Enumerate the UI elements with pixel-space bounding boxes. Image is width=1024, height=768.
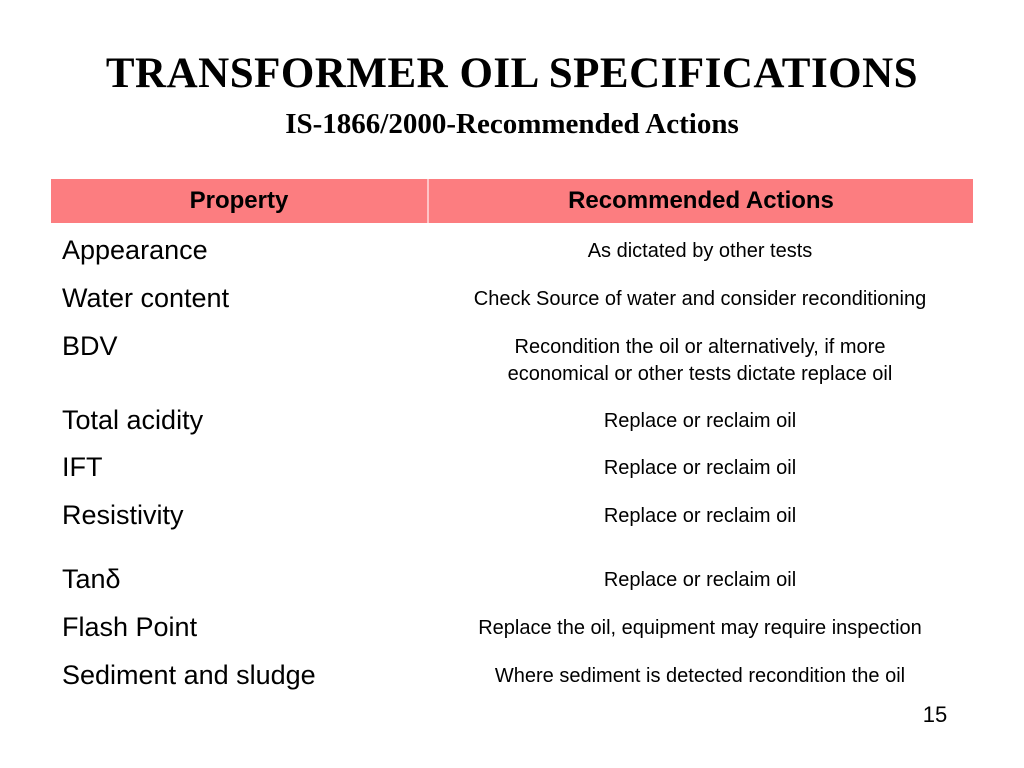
property-cell: Water content	[62, 283, 230, 313]
action-cell: As dictated by other tests	[587, 240, 813, 262]
table-body: Appearance As dictated by other tests Wa…	[51, 223, 973, 694]
table-row: IFT Replace or reclaim oil	[51, 452, 973, 482]
action-cell: Replace or reclaim oil	[603, 457, 797, 479]
property-cell: IFT	[62, 452, 103, 482]
property-cell: Flash Point	[62, 612, 198, 642]
spec-table: Property Recommended Actions Appearance …	[51, 179, 973, 694]
table-row: Tanδ Replace or reclaim oil	[51, 564, 973, 594]
property-cell: Sediment and sludge	[62, 660, 316, 690]
property-cell: BDV	[62, 331, 118, 361]
table-row: Resistivity Replace or reclaim oil	[51, 500, 973, 530]
property-cell: Total acidity	[62, 405, 204, 435]
slide-subtitle: IS-1866/2000-Recommended Actions	[285, 108, 739, 140]
property-cell: Resistivity	[62, 500, 184, 530]
action-cell: Replace or reclaim oil	[603, 505, 797, 527]
table-row: Appearance As dictated by other tests	[51, 235, 973, 265]
property-cell: Appearance	[62, 235, 208, 265]
column-header-property: Property	[189, 187, 289, 214]
table-header-row: Property Recommended Actions	[51, 179, 973, 223]
action-cell: Replace or reclaim oil	[603, 410, 797, 432]
property-cell: Tanδ	[62, 564, 121, 594]
action-cell: Where sediment is detected recondition t…	[494, 665, 906, 687]
table-row: BDV Recondition the oil or alternatively…	[51, 331, 973, 388]
page-number: 15	[922, 702, 948, 727]
action-cell: Recondition the oil or alternatively, if…	[507, 336, 893, 385]
table-row: Water content Check Source of water and …	[51, 283, 973, 313]
table-row: Sediment and sludge Where sediment is de…	[51, 660, 973, 690]
action-cell: Check Source of water and consider recon…	[473, 288, 927, 310]
table-row: Flash Point Replace the oil, equipment m…	[51, 612, 973, 642]
slide-title: TRANSFORMER OIL SPECIFICATIONS	[105, 50, 919, 97]
table-row: Total acidity Replace or reclaim oil	[51, 405, 973, 435]
action-cell: Replace the oil, equipment may require i…	[478, 617, 922, 639]
column-header-recommended-actions: Recommended Actions	[427, 179, 973, 223]
action-cell: Replace or reclaim oil	[603, 569, 797, 591]
